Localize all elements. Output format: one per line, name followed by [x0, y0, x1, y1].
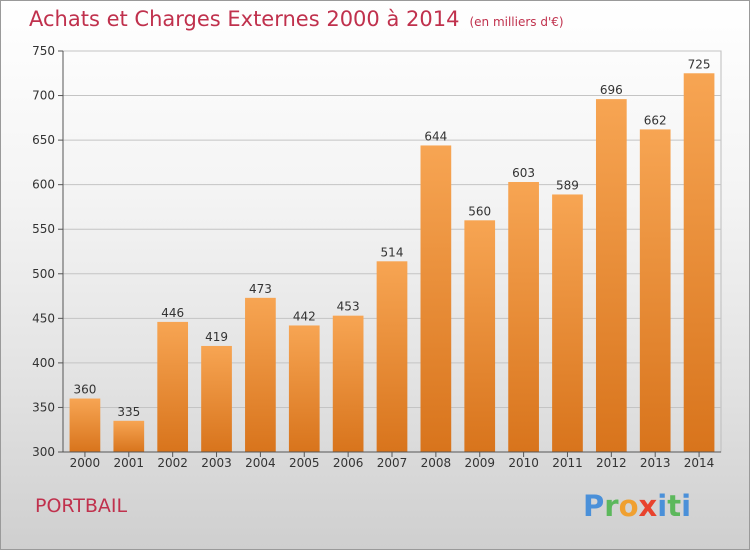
data-label: 453 — [337, 300, 360, 314]
y-tick-label: 600 — [32, 178, 55, 192]
y-tick-label: 350 — [32, 400, 55, 414]
data-label: 442 — [293, 309, 316, 323]
y-tick-label: 450 — [32, 311, 55, 325]
x-tick-label: 2006 — [333, 456, 364, 470]
axes: 300 350 400 450 500 550 600 650 700 750 2000 2001 20… — [32, 44, 721, 470]
bar — [552, 194, 583, 453]
data-label: 560 — [468, 204, 491, 218]
y-tick-label: 300 — [32, 445, 55, 459]
logo-letter: x — [638, 489, 658, 523]
bar — [595, 99, 627, 453]
x-tick-label: 2011 — [552, 456, 583, 470]
x-tick-label: 2012 — [596, 456, 627, 470]
data-label: 473 — [249, 282, 272, 296]
x-tick-label: 2001 — [114, 456, 145, 470]
y-tick-label: 750 — [32, 44, 55, 58]
bar — [113, 420, 145, 452]
proxiti-logo: Proxiti — [583, 489, 691, 523]
y-tick-label: 500 — [32, 267, 55, 281]
chart-title: Achats et Charges Externes 2000 à 2014 (e… — [29, 7, 564, 31]
x-tick-label: 2003 — [201, 456, 232, 470]
bar — [157, 321, 189, 452]
bar — [464, 220, 496, 452]
data-label: 644 — [424, 129, 447, 143]
data-label: 696 — [600, 83, 623, 97]
x-tick-label: 2013 — [640, 456, 671, 470]
bar — [69, 398, 101, 452]
chart-unit: (en milliers d'€) — [469, 15, 564, 29]
data-label: 360 — [73, 383, 96, 397]
data-label: 662 — [644, 113, 667, 127]
bar — [332, 315, 364, 452]
chart-title-text: Achats et Charges Externes 2000 à 2014 — [29, 7, 460, 31]
logo-letter: P — [583, 489, 605, 523]
logo-letter: i — [657, 489, 668, 523]
x-tick-label: 2007 — [377, 456, 408, 470]
x-tick-label: 2004 — [245, 456, 276, 470]
x-tick-label: 2000 — [70, 456, 101, 470]
bar — [420, 145, 452, 453]
bar — [288, 325, 320, 452]
data-label: 603 — [512, 166, 535, 180]
logo-letter: o — [618, 489, 639, 523]
data-label: 419 — [205, 330, 228, 344]
x-tick-label: 2009 — [464, 456, 495, 470]
bar — [683, 73, 715, 453]
y-tick-label: 550 — [32, 222, 55, 236]
bar — [639, 129, 671, 452]
x-tick-label: 2002 — [157, 456, 188, 470]
data-label: 514 — [381, 245, 404, 259]
bar — [245, 297, 276, 452]
y-tick-label: 400 — [32, 356, 55, 370]
bars: 360 335 446 419 473 442 453 514 644 560 603 589 696 6… — [69, 57, 715, 453]
x-tick-label: 2010 — [508, 456, 539, 470]
y-tick-label: 650 — [32, 133, 55, 147]
data-label: 446 — [161, 306, 184, 320]
bar — [508, 181, 539, 452]
bar — [201, 345, 232, 452]
bar — [376, 261, 408, 452]
logo-letter: t — [667, 489, 682, 523]
x-tick-label: 2005 — [289, 456, 320, 470]
logo-letter: r — [604, 489, 619, 523]
data-label: 725 — [688, 57, 711, 71]
commune-name: PORTBAIL — [35, 495, 128, 517]
x-tick-label: 2014 — [684, 456, 715, 470]
y-tick-label: 700 — [32, 89, 55, 103]
x-tick-label: 2008 — [421, 456, 452, 470]
logo-letter: i — [681, 489, 692, 523]
data-label: 335 — [117, 405, 140, 419]
data-label: 589 — [556, 178, 579, 192]
